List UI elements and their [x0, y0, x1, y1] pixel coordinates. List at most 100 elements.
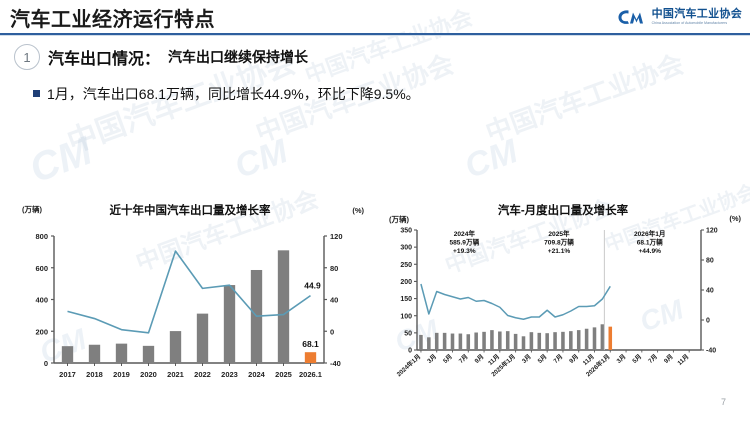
y2-tick-label: 0: [706, 318, 710, 325]
chart-yearly-export: 近十年中国汽车出口量及增长率 (万辆) (%) 0 200 400 600 800 -40…: [14, 198, 366, 388]
y2-tick-label: 80: [330, 264, 338, 273]
x-tick-label: 3月: [426, 353, 439, 365]
bar: [419, 334, 423, 350]
x-tick-label: 9月: [568, 353, 581, 365]
section-title-main: 汽车出口情况：: [48, 51, 161, 68]
y-tick-label: 300: [400, 245, 412, 252]
chart-title: 近十年中国汽车出口量及增长率: [109, 205, 271, 217]
annotation-line: 709.8万辆: [544, 238, 574, 247]
y-tick-label: 200: [35, 327, 48, 336]
x-tick-label: 2020: [140, 370, 157, 379]
y-axis-unit-left: (万辆): [389, 215, 409, 224]
y2-tick-label: 120: [706, 228, 718, 235]
annotation-line: 2026年1月: [634, 229, 666, 238]
bullet-text: 1月，汽车出口68.1万辆，同比增长44.9%，环比下降9.5%。: [47, 86, 420, 102]
annotation-line: +19.3%: [453, 248, 476, 255]
bar: [569, 331, 573, 350]
bar: [434, 332, 439, 350]
y-tick-label: 250: [400, 262, 412, 269]
page-title: 汽车工业经济运行特点: [10, 9, 215, 31]
y-tick-label: 800: [35, 232, 48, 241]
annotation-line: 585.9万辆: [449, 238, 479, 247]
watermark-logo: CM: [24, 128, 98, 192]
y2-tick-label: 120: [330, 232, 343, 241]
x-tick-label: 2018: [86, 370, 103, 379]
bar: [474, 332, 478, 350]
y-tick-label: 350: [400, 228, 412, 235]
page-number: 7: [720, 397, 726, 407]
header-divider: [0, 33, 750, 35]
chart-title: 汽车-月度出口量及增长率: [497, 205, 629, 217]
bar: [88, 344, 101, 363]
y-tick-label: 0: [408, 348, 412, 355]
bar: [450, 333, 455, 350]
x-tick-label: 7月: [646, 353, 659, 365]
annotation-line: 2024年: [454, 229, 476, 238]
bar: [61, 346, 74, 363]
x-tick-label: 5月: [441, 353, 454, 365]
header-divider-light: [0, 35, 750, 36]
y-tick-label: 600: [35, 264, 48, 273]
bar: [458, 333, 463, 350]
growth-rate-line: [420, 283, 611, 320]
bar: [442, 332, 447, 350]
x-tick-label: 7月: [552, 353, 565, 365]
bullet-item: 1月，汽车出口68.1万辆，同比增长44.9%，环比下降9.5%。: [33, 84, 420, 104]
y2-tick-label: -40: [330, 359, 341, 368]
watermark-logo: CM: [459, 132, 523, 186]
section-title-sub: 汽车出口继续保持增长: [168, 49, 309, 65]
y2-tick-label: 80: [706, 258, 714, 265]
watermark-text: 中国汽车工业协会: [481, 48, 688, 148]
bar: [304, 352, 317, 363]
x-tick-label: 5月: [536, 353, 549, 365]
data-label-volume: 68.1: [302, 339, 319, 349]
page-header: 汽车工业经济运行特点 中国汽车工业协会 China Association of…: [0, 0, 750, 36]
x-tick-label: 3月: [520, 353, 533, 365]
bar: [196, 313, 209, 363]
brand-name-en: China Association of Automobile Manufact…: [651, 20, 728, 25]
x-tick-label: 9月: [473, 353, 486, 365]
y-tick-label: 150: [400, 296, 412, 303]
y2-tick-label: -40: [706, 348, 716, 355]
annotation-line: 68.1万辆: [637, 238, 663, 247]
y-tick-label: 100: [400, 313, 412, 320]
x-tick-label: 3月: [615, 353, 628, 365]
x-tick-label: 2022: [194, 370, 211, 379]
bar: [553, 332, 557, 350]
y-tick-label: 0: [44, 359, 48, 368]
bar: [482, 331, 486, 350]
bar: [498, 331, 502, 350]
bullet-square-icon: [33, 90, 40, 97]
section-heading: 1 汽车出口情况： 汽车出口继续保持增长: [14, 44, 308, 70]
brand-logo: 中国汽车工业协会 China Association of Automobile…: [617, 6, 742, 28]
chart-monthly-export: 汽车-月度出口量及增长率 (万辆) (%) 0 50 100 150 200 250 300…: [383, 198, 743, 398]
x-tick-label: 5月: [631, 353, 644, 365]
bar: [608, 326, 613, 350]
y2-tick-label: 40: [706, 288, 714, 295]
bar: [115, 343, 128, 363]
y2-tick-label: 0: [330, 327, 334, 336]
section-number-badge: 1: [14, 44, 40, 70]
brand-name-cn: 中国汽车工业协会: [651, 7, 742, 20]
bar: [537, 332, 542, 350]
bar: [223, 285, 236, 363]
bar: [277, 250, 290, 363]
x-tick-label: 2024年1月: [395, 353, 422, 379]
x-tick-label: 2019: [113, 370, 130, 379]
bar: [142, 345, 155, 363]
growth-rate-line: [67, 250, 311, 334]
bar: [529, 332, 534, 350]
bar: [600, 324, 605, 350]
x-tick-label: 2021: [167, 370, 184, 379]
annotation-line: +44.9%: [638, 248, 661, 255]
bar: [545, 333, 549, 350]
x-tick-label: 7月: [457, 353, 470, 365]
bar: [513, 333, 518, 350]
x-tick-label: 9月: [662, 353, 675, 365]
bar: [584, 328, 589, 350]
x-tick-label: 2026.1: [299, 370, 322, 379]
data-label-growth: 44.9: [304, 281, 321, 291]
y-axis-unit-left: (万辆): [22, 205, 42, 214]
caam-mark-icon: [618, 10, 643, 24]
